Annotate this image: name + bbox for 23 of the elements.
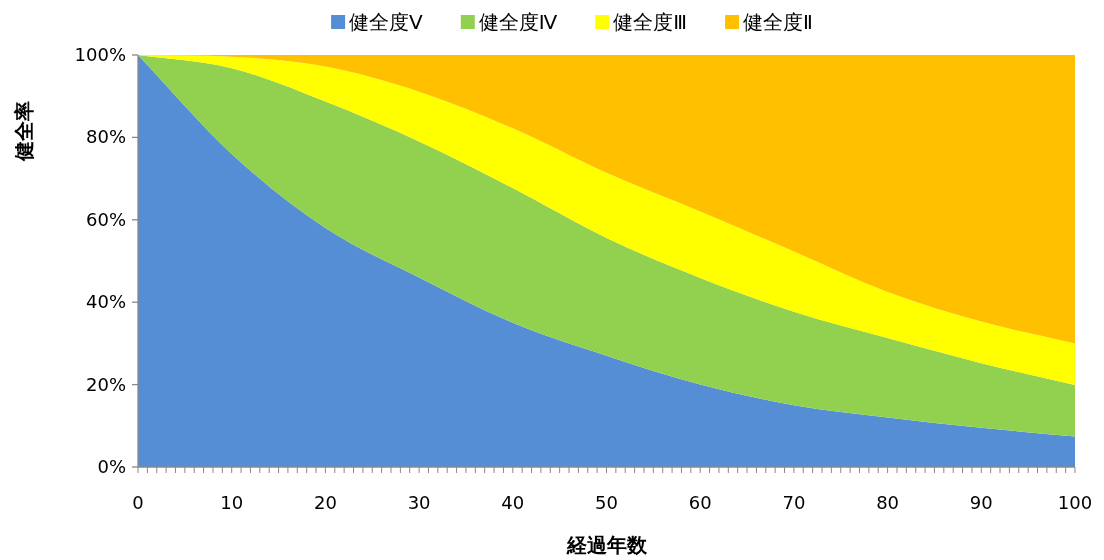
x-tick-label: 10 xyxy=(220,492,244,513)
y-axis-title: 健全率 xyxy=(12,101,36,162)
legend-label: 健全度Ⅲ xyxy=(613,10,688,34)
x-tick-label: 70 xyxy=(782,492,806,513)
x-tick-label: 30 xyxy=(407,492,431,513)
x-tick-label: 20 xyxy=(313,492,337,513)
x-axis-title: 経過年数 xyxy=(565,533,648,557)
y-tick-label: 20% xyxy=(85,373,126,395)
y-tick-label: 0% xyxy=(97,456,126,477)
x-tick-label: 60 xyxy=(688,492,712,513)
legend-label: 健全度Ⅳ xyxy=(478,10,558,34)
x-tick-label: 50 xyxy=(595,492,618,513)
x-tick-label: 0 xyxy=(132,492,144,513)
x-tick-label: 100 xyxy=(1057,492,1093,513)
legend-label: 健全度Ⅴ xyxy=(349,10,424,34)
y-tick-label: 100% xyxy=(74,44,126,65)
y-tick-label: 40% xyxy=(85,291,126,313)
legend-label: 健全度Ⅱ xyxy=(743,10,813,34)
x-tick-label: 40 xyxy=(501,492,525,513)
y-tick-label: 60% xyxy=(85,208,126,230)
y-tick-label: 80% xyxy=(85,126,126,148)
x-tick-label: 90 xyxy=(969,492,993,513)
x-tick-label: 80 xyxy=(876,492,900,513)
